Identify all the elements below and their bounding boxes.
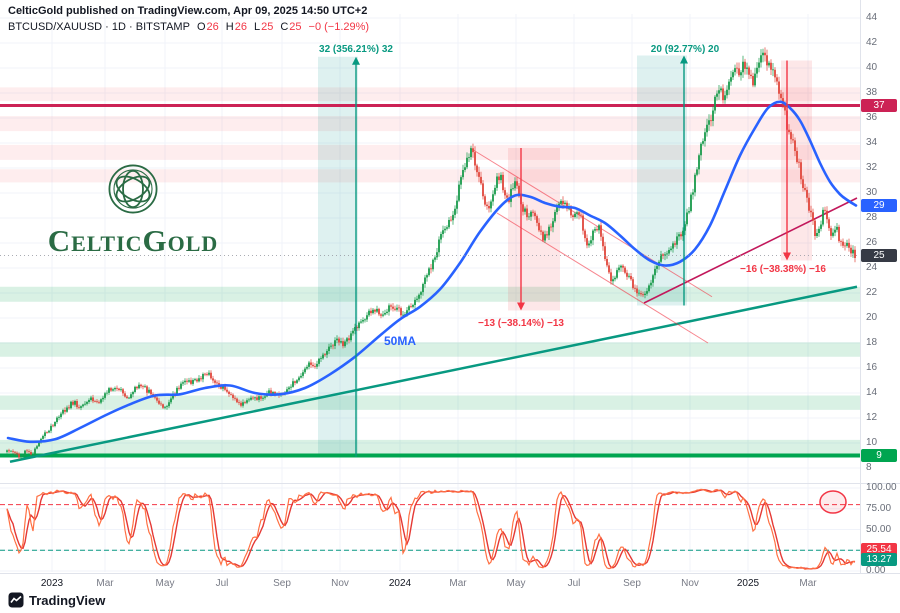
down-candle-bodies [8, 52, 856, 458]
measurement-zone [508, 148, 560, 311]
ohlc-low-value: 25 [261, 21, 274, 33]
resistance-zone [0, 116, 860, 132]
publish-info: CelticGold published on TradingView.com,… [8, 5, 368, 17]
oscillator-badge-d: 13.27 [861, 552, 897, 566]
celticgold-watermark: CelticGold [13, 160, 253, 256]
tradingview-brand-text: TradingView [29, 592, 106, 608]
tradingview-attribution[interactable]: TradingView [8, 592, 105, 608]
stochastic-k-line [6, 488, 856, 570]
price-badge-support: 9 [861, 448, 897, 462]
support-zone [0, 439, 860, 454]
support-zone [0, 395, 860, 410]
rising-wedge-support-trendline [643, 197, 858, 304]
ohlc-close-value: 25 [289, 21, 302, 33]
price-badge-resistance: 37 [861, 98, 897, 112]
measure-arrowhead [352, 56, 360, 65]
symbol-title: BTCUSD/XAUUSD · 1D · BITSTAMP [8, 21, 190, 33]
price-badge-ma: 29 [861, 198, 897, 212]
measurement-label-up-1: 32 (356.21%) 32 [319, 44, 393, 55]
ohlc-high-value: 26 [234, 21, 247, 33]
change-value: −0 (−1.29%) [308, 21, 370, 33]
symbol-bar: BTCUSD/XAUUSD · 1D · BITSTAMP O 26 H 26 … [8, 21, 369, 33]
ohlc-low-label: L [253, 21, 261, 33]
measurement-label-up-2: 20 (92.77%) 20 [650, 44, 720, 55]
price-badge-last: 25 [861, 248, 897, 262]
oscillator-badge-k: 25.54 [861, 542, 897, 556]
ohlc-open-label: O [196, 21, 206, 33]
resistance-zone [0, 87, 860, 102]
measure-arrowhead [783, 252, 791, 261]
ma50-line [6, 100, 858, 444]
ma50-label: 50MA [384, 334, 417, 348]
ohlc-close-label: C [280, 21, 289, 33]
measurement-label-down-2: −16 (−38.38%) −16 [740, 264, 826, 275]
measure-arrowhead [680, 55, 688, 64]
resistance-zone [0, 169, 860, 183]
measure-arrowhead [517, 302, 525, 311]
osc-highlight-circle [819, 490, 847, 514]
resistance-zone [0, 144, 860, 160]
long-term-support-trendline [9, 285, 858, 463]
ohlc-open-value: 26 [206, 21, 219, 33]
falling-channel-lower-line [496, 212, 709, 344]
support-zone [0, 342, 860, 357]
falling-channel-upper-line [469, 147, 713, 298]
ohlc-high-label: H [225, 21, 234, 33]
measurement-label-down-1: −13 (−38.14%) −13 [478, 318, 564, 329]
tradingview-icon [8, 592, 24, 608]
celticgold-wordmark: CelticGold [47, 223, 219, 258]
measurement-zone [637, 55, 687, 306]
celticgold-knot-icon [108, 164, 158, 214]
